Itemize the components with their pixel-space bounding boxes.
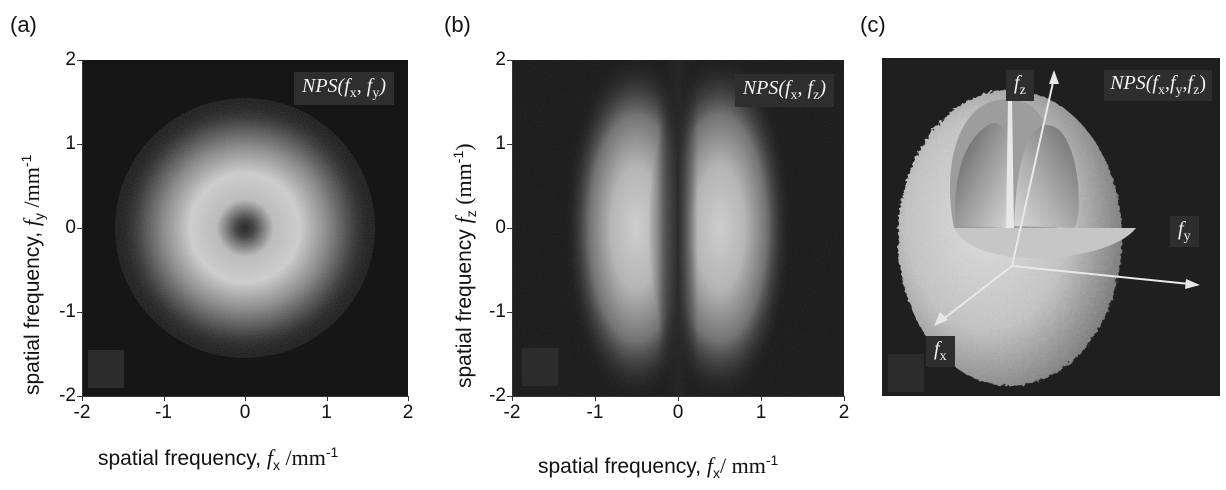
y-tick-label: 0: [65, 217, 76, 238]
x-tick-label: 0: [672, 402, 684, 423]
fz-axis-label: fz: [1006, 70, 1034, 101]
corner-marker-b: [522, 348, 558, 386]
nps-fx-fz-label: NPS(fx, fz): [734, 74, 834, 107]
nps-3d-surface: [898, 70, 1200, 386]
y-tick-mark: [507, 312, 512, 313]
heatmap-b-image: [512, 60, 844, 396]
x-tick-label: 0: [239, 402, 251, 423]
y-tick-label: -1: [489, 301, 506, 322]
y-tick-mark: [507, 60, 512, 61]
y-tick-mark: [507, 396, 512, 397]
fx-axis-label: fx: [926, 336, 955, 367]
y-tick-mark: [77, 60, 82, 61]
center-spike: [1006, 98, 1014, 228]
y-tick-mark: [507, 228, 512, 229]
x-tick-label: -2: [503, 402, 521, 423]
x-tick-mark: [326, 396, 328, 401]
fx-axis: [941, 265, 1013, 321]
corner-marker-c: [888, 354, 924, 392]
x-tick-mark: [844, 396, 845, 401]
fx-arrow-icon: [934, 312, 948, 326]
nps-3d-label: NPS(fx,fy,fz): [1104, 70, 1212, 101]
x-axis-title-a: spatial frequency, fx /mm-1: [98, 444, 339, 474]
nps-fx-fy-label: NPS(fx, fy): [293, 72, 394, 105]
y-tick-mark: [77, 228, 82, 229]
x-tick-label: -2: [73, 402, 91, 423]
x-tick-label: -1: [155, 402, 172, 423]
y-tick-mark: [507, 144, 512, 145]
y-tick-label: 1: [495, 133, 506, 154]
panel-a-letter: (a): [10, 12, 37, 37]
x-tick-mark: [761, 396, 762, 401]
x-tick-label: 2: [838, 402, 850, 423]
x-tick-label: 1: [755, 402, 767, 423]
y-axis-line-a: [82, 60, 83, 396]
fz-axis: [1011, 77, 1055, 267]
x-tick-mark: [163, 396, 165, 401]
x-tick-label: 2: [402, 402, 414, 423]
inner-lobe-right: [1014, 125, 1079, 228]
x-tick-mark: [245, 396, 246, 401]
heatmap-b: NPS(fx, fz): [512, 60, 844, 396]
y-tick-label: 1: [65, 133, 76, 154]
x-tick-mark: [512, 396, 513, 401]
y-tick-label: -1: [59, 301, 76, 322]
x-tick-mark: [408, 396, 409, 401]
cutaway-floor: [954, 228, 1136, 258]
y-tick-mark: [77, 312, 82, 313]
fy-axis: [1011, 265, 1191, 285]
x-tick-label: 1: [321, 402, 332, 423]
x-tick-mark: [82, 396, 83, 401]
fz-arrow-icon: [1049, 70, 1059, 84]
y-tick-label: 2: [65, 49, 76, 70]
heatmap-a: NPS(fx, fy): [82, 60, 408, 396]
fy-axis-label: fy: [1170, 216, 1199, 247]
y-axis-title-a: spatial frequency, fy /mm-1: [18, 154, 48, 395]
y-tick-label: -2: [489, 385, 506, 406]
corner-marker-a: [88, 350, 124, 388]
y-tick-mark: [77, 144, 82, 145]
inner-lobe-left: [955, 122, 1009, 228]
y-tick-label: 2: [495, 49, 506, 70]
x-tick-mark: [595, 396, 596, 401]
fy-arrow-icon: [1185, 279, 1200, 289]
y-tick-label: -2: [59, 385, 76, 406]
y-tick-label: 0: [495, 217, 506, 238]
y-axis-title-b: spatial frequency fz (mm-1): [450, 143, 480, 388]
heatmap-a-image: [82, 60, 408, 396]
x-axis-title-b: spatial frequency, fx/ mm-1: [538, 452, 779, 482]
y-tick-mark: [77, 396, 82, 397]
x-tick-label: -1: [586, 402, 604, 423]
y-axis-line-b: [512, 60, 513, 396]
x-tick-mark: [678, 396, 679, 401]
panel-b-letter: (b): [444, 12, 471, 37]
panel-c-letter: (c): [860, 12, 886, 37]
render-3d-c: fz NPS(fx,fy,fz) fy fx: [882, 58, 1220, 396]
